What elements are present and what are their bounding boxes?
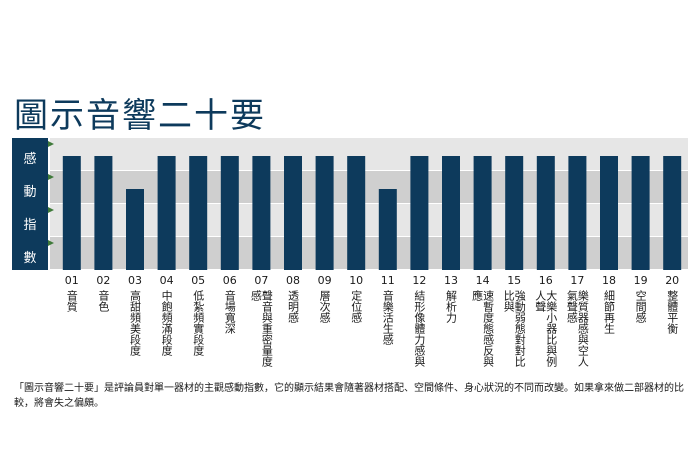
bar-08 <box>284 156 302 270</box>
bar-10 <box>347 156 366 270</box>
x-label-group-16: 16 大樂小器比與例人聲 <box>533 274 558 374</box>
x-tick-label: 17 <box>570 274 585 287</box>
bar-17 <box>568 156 587 270</box>
x-category-name: 中飽頻滿段度 <box>160 290 174 356</box>
chart-caption: 「圖示音響二十要」是評論員對單一器材的主觀感動指數，它的顯示結果會隨著器材搭配、… <box>14 383 684 409</box>
x-tick-label: 09 <box>317 274 332 287</box>
x-label-group-13: 13 解析力 <box>440 274 462 374</box>
x-category-name: 樂質器感與空人氣聲感 <box>565 290 590 367</box>
x-label-group-05: 05 低紮頻實段度 <box>187 274 209 374</box>
x-category-name: 解析力 <box>444 290 458 323</box>
x-tick-label: 02 <box>96 274 111 287</box>
x-category-name: 層次感 <box>318 290 332 323</box>
bar-01 <box>62 156 81 270</box>
bar-20 <box>663 156 682 270</box>
bar-14 <box>473 156 492 270</box>
bar-06 <box>220 156 239 270</box>
bar-18 <box>600 156 618 270</box>
x-tick-label: 08 <box>286 274 300 287</box>
chart-plot-area <box>48 138 688 270</box>
y-label-char-1: 感 <box>23 152 37 167</box>
x-category-name: 音場寬深 <box>223 290 237 334</box>
x-category-name: 音色 <box>96 290 110 312</box>
x-category-name: 空間感 <box>634 290 648 323</box>
x-category-name: 透明感 <box>286 290 300 323</box>
level-marker-1 <box>48 141 54 147</box>
bar-19 <box>631 156 650 270</box>
y-label-char-2: 動 <box>23 185 37 200</box>
x-label-group-10: 10 定位感 <box>345 274 367 374</box>
level-marker-4 <box>48 240 54 246</box>
level-marker-2 <box>48 174 54 180</box>
x-tick-label: 15 <box>507 274 522 287</box>
x-label-group-17: 17 樂質器感與空人氣聲感 <box>565 274 590 374</box>
x-label-group-01: 01 音質 <box>61 274 83 374</box>
x-tick-label: 07 <box>254 274 269 287</box>
x-tick-label: 10 <box>349 274 364 287</box>
bar-09 <box>315 156 334 270</box>
x-category-name: 聲音與重密量度感 <box>249 290 274 367</box>
x-label-group-19: 19 空間感 <box>630 274 652 374</box>
x-category-name: 整體平衡 <box>665 290 679 334</box>
bar-07 <box>252 156 271 270</box>
bar-16 <box>536 156 555 270</box>
bar-02 <box>94 156 113 270</box>
x-label-group-14: 14 速暫度態感反與應 <box>470 274 495 374</box>
x-category-name: 速暫度態感反與應 <box>470 290 495 367</box>
bar-11 <box>378 189 397 270</box>
x-label-group-07: 07 聲音與重密量度感 <box>249 274 274 374</box>
x-category-name: 音質 <box>65 290 79 312</box>
x-tick-label: 11 <box>380 274 395 287</box>
x-label-group-04: 04 中飽頻滿段度 <box>156 274 178 374</box>
x-category-name: 音樂活生感 <box>381 290 395 345</box>
x-tick-label: 01 <box>64 274 79 287</box>
bar-03 <box>126 189 144 270</box>
grid-band-4 <box>50 237 688 269</box>
x-tick-label: 06 <box>222 274 237 287</box>
grid-band-3 <box>50 204 688 236</box>
x-category-name: 強動弱態對對比比與 <box>502 290 527 367</box>
bar-12 <box>410 156 429 270</box>
bar-15 <box>505 156 524 270</box>
x-label-group-18: 18 細節再生 <box>598 274 620 374</box>
grid-band-2 <box>50 171 688 203</box>
x-category-name: 結形像體力感與 <box>412 290 426 367</box>
bar-04 <box>157 156 176 270</box>
grid-band-1 <box>50 138 688 170</box>
x-tick-label: 16 <box>538 274 553 287</box>
x-tick-label: 18 <box>602 274 616 287</box>
x-category-name: 定位感 <box>349 290 363 323</box>
x-tick-label: 14 <box>475 274 490 287</box>
level-marker-3 <box>48 207 54 213</box>
y-label-char-4: 數 <box>23 251 37 266</box>
x-tick-label: 12 <box>412 274 427 287</box>
bar-05 <box>189 156 208 270</box>
x-label-group-03: 03 高甜頻美段度 <box>124 274 146 374</box>
chart-panel: 感 動 指 數 01 音質 02 音色 03 高甜頻美段度 04 中飽頻滿段度 05 低紮頻實段度… <box>12 138 688 370</box>
x-label-group-11: 11 音樂活生感 <box>377 274 399 374</box>
y-label-char-3: 指 <box>23 218 37 233</box>
x-tick-label: 05 <box>191 274 206 287</box>
x-label-group-02: 02 音色 <box>92 274 114 374</box>
x-category-name: 低紮頻實段度 <box>191 290 205 356</box>
x-axis-labels: 01 音質 02 音色 03 高甜頻美段度 04 中飽頻滿段度 05 低紮頻實段度 06 音場寬深 07… <box>12 270 688 370</box>
x-tick-label: 19 <box>633 274 648 287</box>
x-category-name: 細節再生 <box>602 290 616 334</box>
x-label-group-09: 09 層次感 <box>314 274 336 374</box>
x-label-group-08: 08 透明感 <box>282 274 304 374</box>
x-label-group-15: 15 強動弱態對對比比與 <box>502 274 527 374</box>
bar-13 <box>442 156 460 270</box>
x-tick-label: 03 <box>128 274 142 287</box>
y-axis-label: 感 動 指 數 <box>12 138 48 270</box>
x-tick-label: 13 <box>444 274 458 287</box>
x-tick-label: 20 <box>665 274 680 287</box>
x-label-group-12: 12 結形像體力感與 <box>408 274 430 374</box>
x-category-name: 大樂小器比與例人聲 <box>533 290 558 367</box>
x-label-group-20: 20 整體平衡 <box>661 274 683 374</box>
x-label-group-06: 06 音場寬深 <box>219 274 241 374</box>
x-tick-label: 04 <box>159 274 174 287</box>
x-category-name: 高甜頻美段度 <box>128 290 142 356</box>
chart-title: 圖示音響二十要 <box>14 96 266 136</box>
